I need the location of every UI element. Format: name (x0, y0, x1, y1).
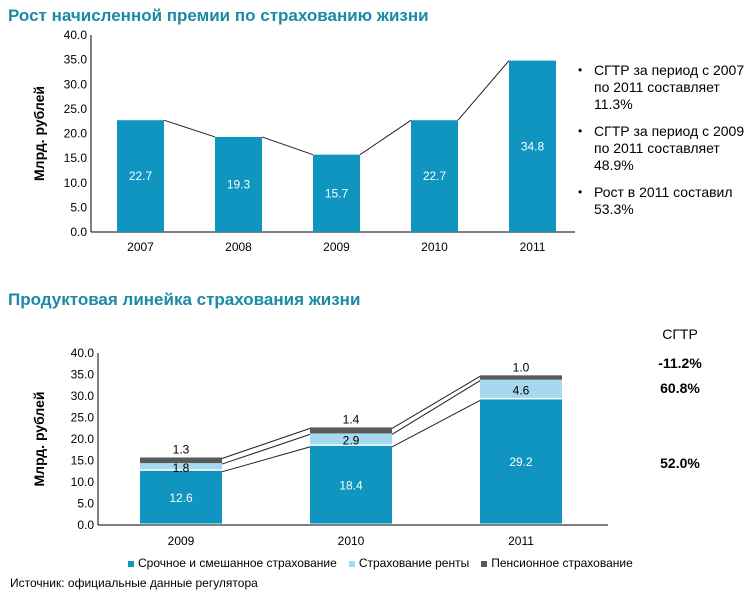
y-axis-label: Млрд. рублей (31, 86, 47, 181)
chart1-title: Рост начисленной премии по страхованию ж… (8, 6, 429, 25)
x-tick-label: 2010 (421, 240, 448, 254)
legend-item: Срочное и смешанное страхование (128, 556, 337, 570)
y-tick-label: 25.0 (71, 411, 95, 425)
legend-swatch (128, 560, 134, 567)
data-label: 2.9 (343, 434, 360, 448)
data-label: 4.6 (513, 384, 530, 398)
legend-label: Срочное и смешанное страхование (138, 556, 337, 570)
x-tick-label: 2010 (338, 534, 365, 548)
y-tick-label: 25.0 (64, 102, 88, 116)
connector-line (391, 399, 481, 448)
y-tick-label: 30.0 (71, 389, 95, 403)
chart2-legend: Срочное и смешанное страхование Страхова… (128, 556, 633, 570)
x-tick-label: 2008 (225, 240, 252, 254)
legend-item: Пенсионное страхование (481, 556, 633, 570)
y-tick-label: 10.0 (64, 176, 88, 190)
cagr-annuity: 60.8% (660, 380, 700, 396)
y-tick-label: 15.0 (64, 151, 88, 165)
connector-line (221, 427, 311, 459)
connector-line (391, 375, 481, 429)
connector-line (261, 136, 314, 156)
y-tick-label: 40.0 (64, 28, 88, 42)
legend-swatch (481, 560, 488, 567)
data-label: 22.7 (423, 169, 447, 183)
x-tick-label: 2011 (520, 240, 546, 254)
bar (117, 120, 164, 232)
y-tick-label: 0.0 (70, 225, 87, 239)
cagr-header: СГТР (662, 326, 698, 342)
connector-line (391, 380, 481, 435)
bar-segment (140, 470, 222, 524)
connector-line (359, 119, 412, 156)
bar-segment (140, 463, 222, 470)
y-tick-label: 40.0 (71, 346, 95, 360)
bar-segment (310, 427, 392, 434)
data-label: 12.6 (169, 491, 193, 505)
bar (411, 120, 458, 232)
source-note: Источник: официальные данные регулятора (10, 576, 258, 590)
connector-line (221, 446, 311, 473)
y-tick-label: 15.0 (71, 454, 95, 468)
connector-line (163, 119, 216, 138)
y-axis-label: Млрд. рублей (31, 392, 47, 487)
bar (313, 154, 360, 232)
legend-item: Страхование ренты (348, 556, 470, 570)
note-item: Рост в 2011 составил 53.3% (578, 184, 753, 218)
data-label: 18.4 (339, 478, 363, 492)
cagr-pension: -11.2% (658, 355, 702, 371)
data-label: 1.8 (173, 461, 190, 475)
data-label: 1.0 (513, 360, 530, 374)
x-tick-label: 2007 (127, 240, 154, 254)
legend-label: Страхование ренты (358, 556, 470, 570)
bar-segment (310, 433, 392, 445)
data-label: 34.8 (521, 139, 545, 153)
y-tick-label: 35.0 (64, 53, 88, 67)
y-tick-label: 35.0 (71, 368, 95, 382)
y-tick-label: 10.0 (71, 475, 95, 489)
note-item: СГТР за период с 2007 по 2011 составляет… (578, 62, 753, 113)
bar-segment (140, 457, 222, 464)
y-tick-label: 20.0 (64, 127, 88, 141)
bar-segment (480, 375, 562, 380)
connector-line (457, 60, 510, 121)
x-tick-label: 2011 (508, 534, 534, 548)
y-tick-label: 30.0 (64, 77, 88, 91)
cagr-term: 52.0% (660, 455, 700, 471)
y-tick-label: 20.0 (71, 432, 95, 446)
chart2-title: Продуктовая линейка страхования жизни (8, 290, 361, 309)
bar-segment (480, 399, 562, 524)
bar-segment (480, 379, 562, 398)
legend-label: Пенсионное страхование (491, 556, 633, 570)
connector-line (221, 433, 311, 465)
data-label: 1.3 (173, 442, 190, 456)
y-tick-label: 5.0 (70, 200, 87, 214)
data-label: 29.2 (509, 455, 533, 469)
data-label: 15.7 (325, 186, 349, 200)
data-label: 1.4 (343, 412, 360, 426)
bar (215, 136, 262, 232)
y-tick-label: 5.0 (77, 497, 94, 511)
legend-swatch (348, 560, 355, 567)
x-tick-label: 2009 (323, 240, 350, 254)
data-label: 19.3 (227, 177, 251, 191)
bar (509, 60, 556, 232)
bar-segment (310, 445, 392, 524)
note-item: СГТР за период с 2009 по 2011 составляет… (578, 123, 753, 174)
data-label: 22.7 (129, 169, 153, 183)
x-tick-label: 2009 (168, 534, 195, 548)
y-tick-label: 0.0 (77, 518, 94, 532)
notes-list: СГТР за период с 2007 по 2011 составляет… (578, 62, 753, 228)
